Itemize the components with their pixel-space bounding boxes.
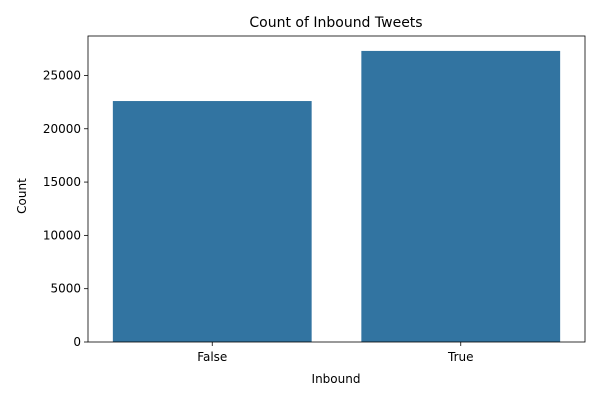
bar-true — [361, 50, 561, 343]
chart-title: Count of Inbound Tweets — [249, 15, 422, 31]
bars-layer — [112, 50, 561, 343]
y-tick-label: 25000 — [43, 68, 81, 82]
y-axis-label: Count — [15, 178, 29, 214]
y-axis-ticks: 0 5000 10000 15000 20000 25000 — [43, 68, 88, 349]
y-tick-label: 20000 — [43, 122, 81, 136]
x-axis-label: Inbound — [312, 372, 361, 386]
y-tick-label: 5000 — [50, 282, 81, 296]
plot-area: 0 5000 10000 15000 20000 25000 False True — [43, 35, 586, 364]
x-tick-label: True — [447, 350, 474, 364]
y-tick-label: 10000 — [43, 228, 81, 242]
x-tick-label: False — [197, 350, 227, 364]
y-tick-label: 15000 — [43, 175, 81, 189]
plot-frame — [87, 35, 586, 343]
bar-false — [112, 101, 312, 342]
x-axis-ticks: False True — [197, 342, 474, 364]
y-tick-label: 0 — [73, 335, 81, 349]
